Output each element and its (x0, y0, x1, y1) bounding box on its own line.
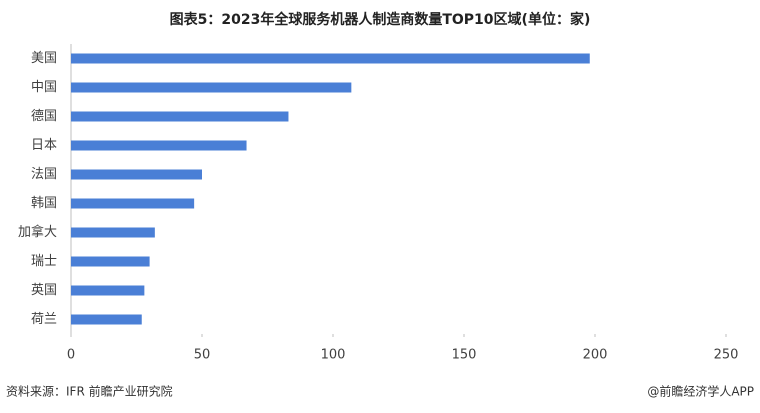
y-tick-label: 荷兰 (31, 312, 57, 327)
source-note: 资料来源：IFR 前瞻产业研究院 (6, 384, 173, 399)
x-tick-label: 0 (67, 348, 75, 363)
y-tick-label: 日本 (31, 138, 57, 153)
bar (71, 256, 150, 267)
bar (71, 285, 145, 296)
x-tick-label: 150 (452, 348, 477, 363)
x-tick-label: 200 (583, 348, 608, 363)
bar (71, 198, 195, 209)
y-tick-label: 中国 (31, 80, 57, 95)
x-tick-label: 50 (194, 348, 211, 363)
bar (71, 140, 247, 151)
y-tick-label: 英国 (31, 283, 57, 298)
bar (71, 227, 155, 238)
bar (71, 314, 142, 325)
bar (71, 82, 352, 93)
bar (71, 169, 202, 180)
x-tick-label: 250 (714, 348, 739, 363)
bar (71, 111, 289, 122)
y-tick-label: 韩国 (31, 196, 57, 211)
y-tick-label: 法国 (31, 167, 57, 182)
bar (71, 53, 590, 64)
credit: @前瞻经济学人APP (647, 384, 754, 399)
chart-title: 图表5：2023年全球服务机器人制造商数量TOP10区域(单位：家) (170, 11, 591, 28)
y-tick-label: 德国 (31, 109, 57, 124)
y-tick-label: 瑞士 (31, 254, 57, 269)
y-tick-label: 美国 (31, 51, 57, 66)
x-tick-label: 100 (321, 348, 346, 363)
y-tick-label: 加拿大 (18, 224, 57, 240)
